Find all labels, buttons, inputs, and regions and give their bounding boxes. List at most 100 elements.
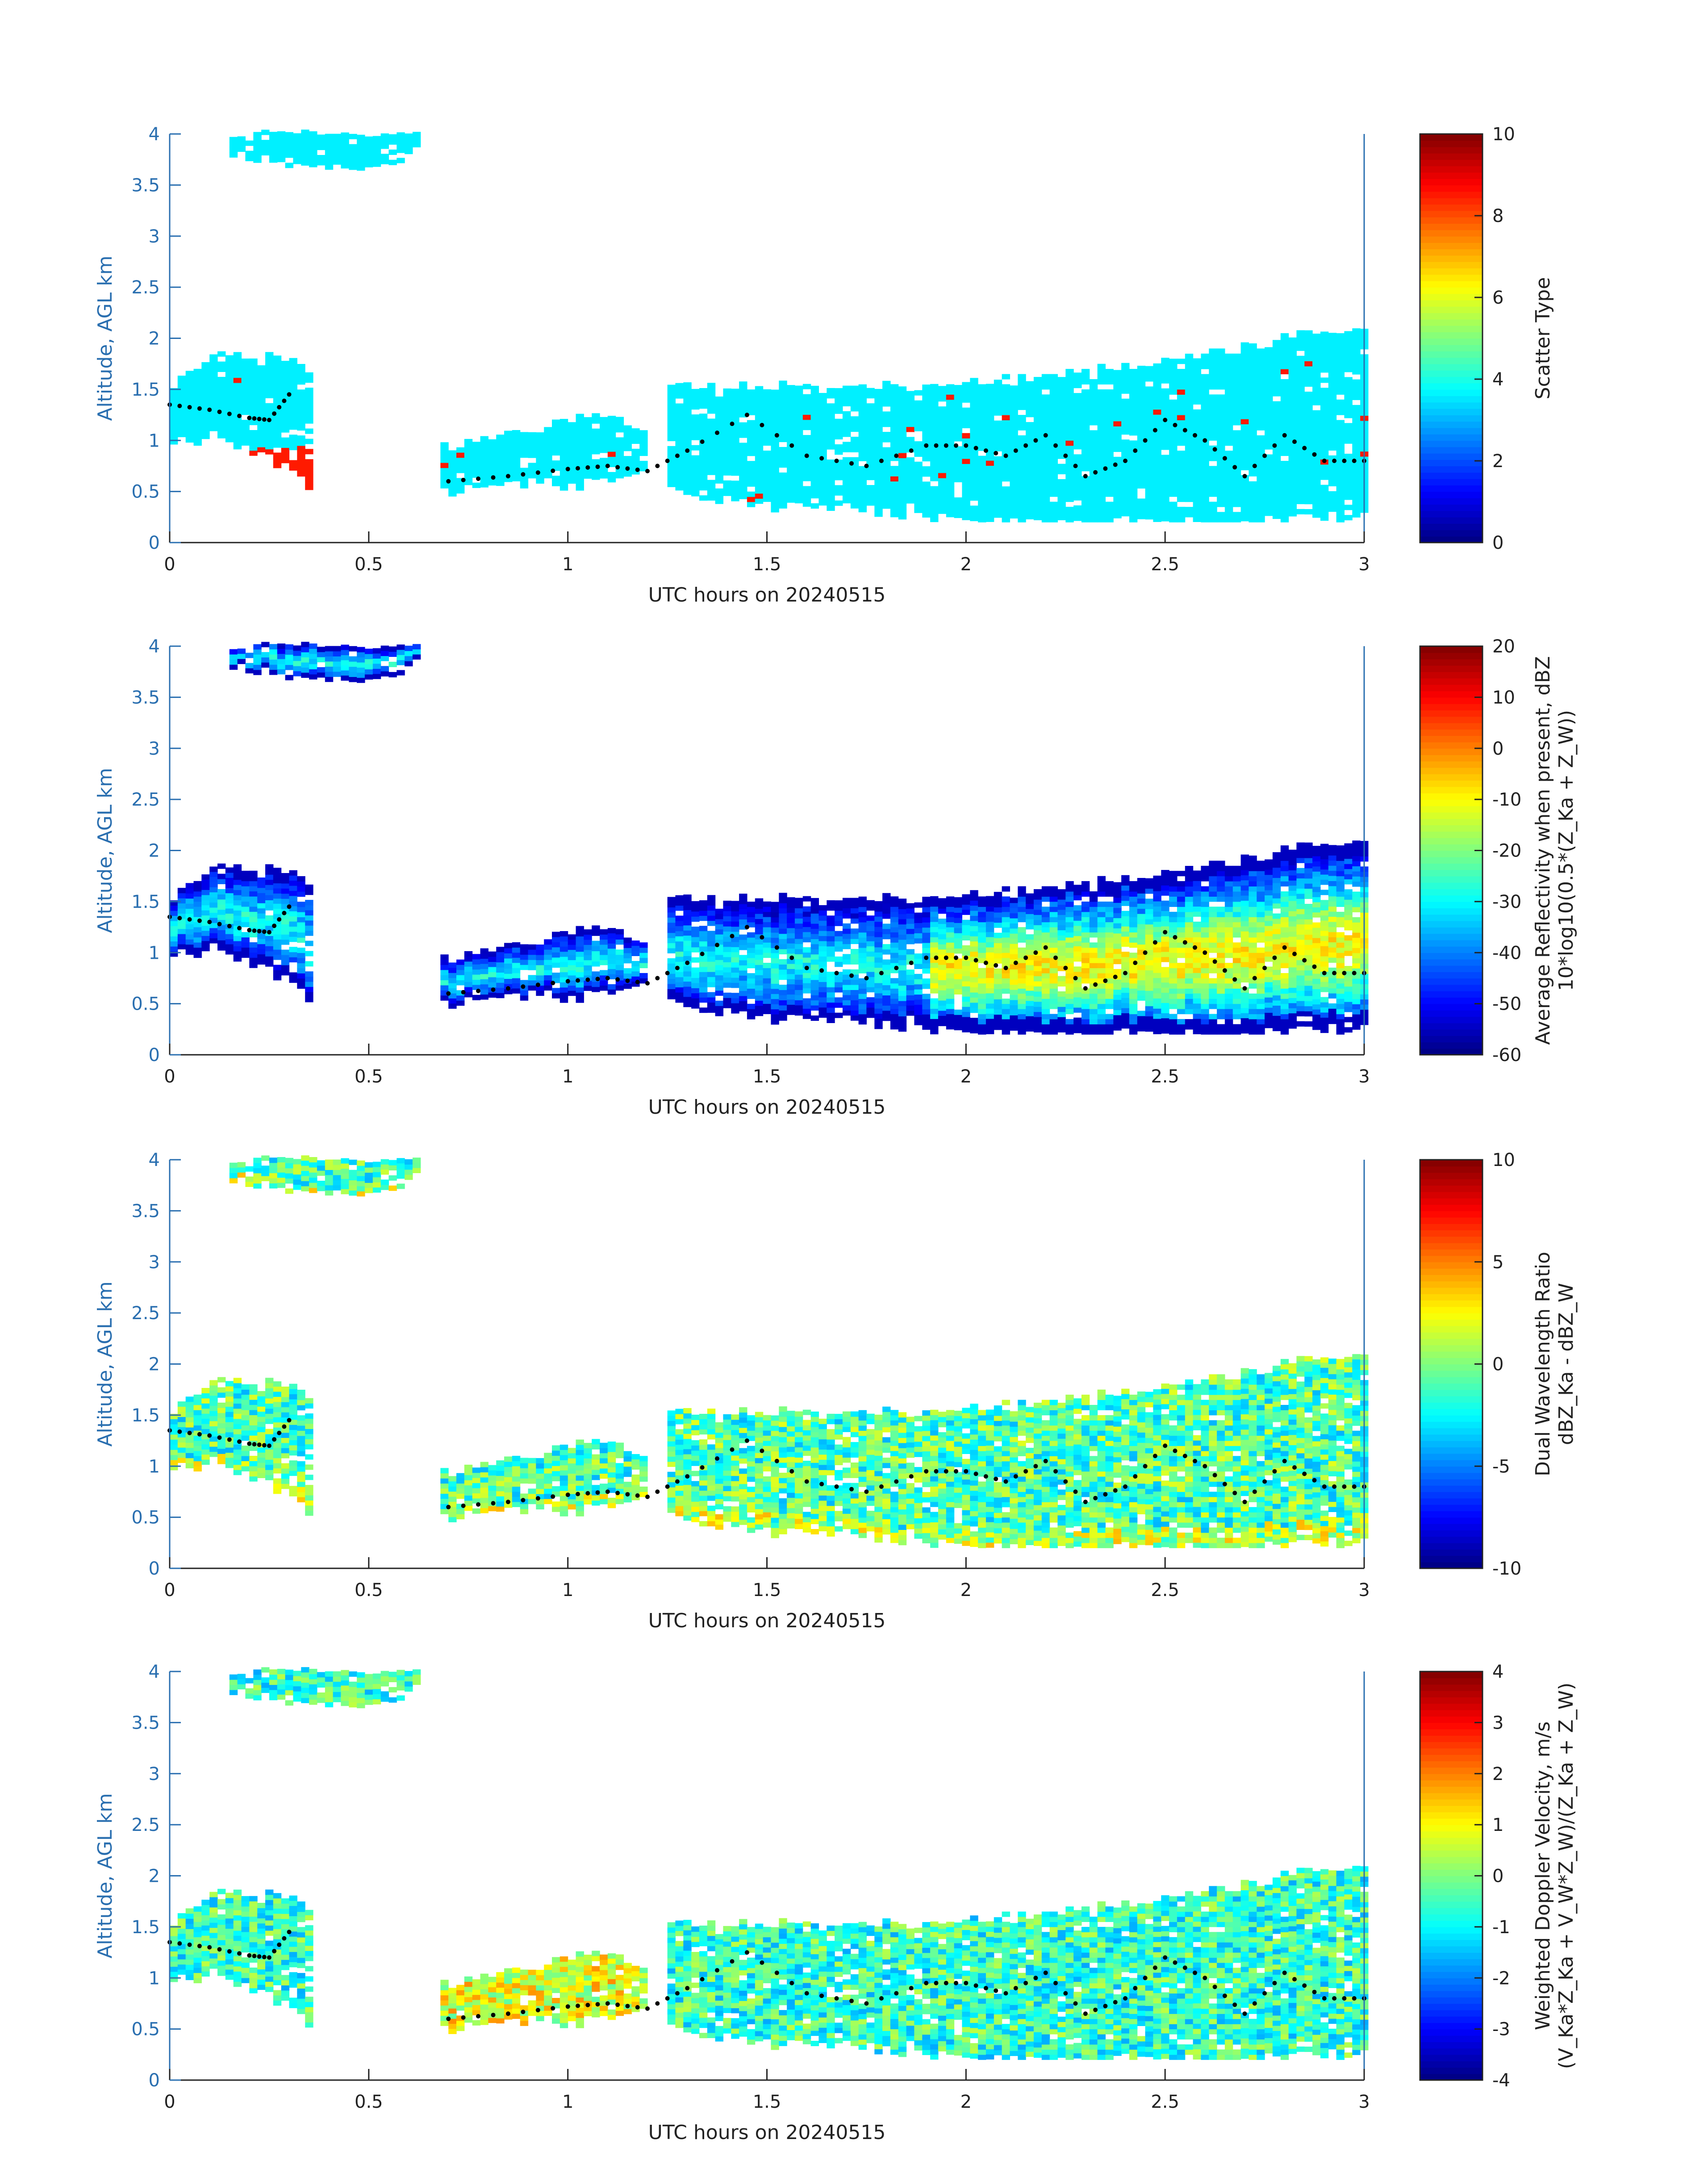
cloud-base-markers xyxy=(167,1418,1366,1509)
cloud-base-point xyxy=(849,461,854,466)
cloud-base-point xyxy=(744,413,749,418)
colorbar-tick-label: 4 xyxy=(1492,1662,1503,1682)
cloud-base-point xyxy=(1053,1469,1058,1474)
cloud-base-point xyxy=(247,928,252,932)
cloud-base-point xyxy=(247,1953,252,1958)
cloud-base-point xyxy=(1063,1991,1068,1996)
colorbar-tick-label: 8 xyxy=(1492,206,1503,226)
y-tick-label: 0.5 xyxy=(131,994,160,1015)
cloud-base-point xyxy=(461,990,466,994)
cloud-base-point xyxy=(1073,1489,1078,1494)
cloud-base-point xyxy=(1173,422,1178,427)
panel-dual-wavelength-ratio: 0 0.5 1 1.5 2 2.5 3 UTC hours on 20240515 0 0.5 1 1… xyxy=(94,1150,1578,1632)
cloud-base-point xyxy=(1163,930,1168,935)
colorbar-tick-label: -20 xyxy=(1492,841,1521,861)
cloud-base-point xyxy=(1193,433,1197,438)
cloud-base-point xyxy=(1272,443,1277,448)
cloud-base-point xyxy=(505,474,510,479)
cloud-base-point xyxy=(924,955,929,960)
cloud-base-point xyxy=(565,1492,570,1497)
cloud-base-point xyxy=(625,466,630,471)
cloud-base-point xyxy=(789,955,794,960)
cloud-base-point xyxy=(1292,1465,1297,1470)
cloud-base-point xyxy=(585,1491,590,1496)
x-tick-label: 1 xyxy=(562,554,573,575)
cloud-base-point xyxy=(774,945,779,950)
y-tick-label: 1.5 xyxy=(131,892,160,912)
cloud-base-point xyxy=(635,980,640,984)
x-tick-label: 0.5 xyxy=(355,1066,383,1087)
cloud-base-point xyxy=(1083,2011,1088,2016)
cloud-base-point xyxy=(595,1490,600,1495)
cloud-base-point xyxy=(267,418,271,422)
cloud-base-point xyxy=(909,961,914,965)
cloud-base-point xyxy=(1342,459,1347,463)
cloud-base-point xyxy=(197,406,202,411)
cloud-base-point xyxy=(1252,1489,1257,1494)
cloud-base-point xyxy=(924,1469,929,1474)
cloud-base-point xyxy=(615,1491,620,1496)
cloud-base-point xyxy=(1182,1454,1187,1458)
x-tick-label: 3 xyxy=(1358,1580,1370,1600)
cloud-base-point xyxy=(535,982,540,987)
cloud-base-point xyxy=(595,464,600,469)
cloud-base-point xyxy=(1153,428,1157,433)
cloud-base-point xyxy=(1342,971,1347,975)
cloud-base-point xyxy=(983,1474,988,1479)
y-tick-label: 1.5 xyxy=(131,1917,160,1938)
cloud-base-point xyxy=(924,1981,929,1985)
cloud-base-point xyxy=(1003,1991,1008,1996)
cloud-base-point xyxy=(715,430,719,435)
cloud-base-point xyxy=(715,1456,719,1461)
cloud-base-point xyxy=(1173,1960,1178,1965)
cloud-base-point xyxy=(1252,976,1257,981)
cloud-base-point xyxy=(1153,1965,1157,1970)
cloud-base-point xyxy=(864,1489,869,1494)
cloud-base-point xyxy=(1322,1484,1327,1489)
cloud-base-point xyxy=(760,935,764,940)
colorbar-tick-label: 0 xyxy=(1492,1354,1503,1375)
cloud-base-point xyxy=(909,1474,914,1479)
cloud-base-point xyxy=(521,984,526,989)
cloud-base-point xyxy=(1133,448,1138,453)
x-tick-label: 2.5 xyxy=(1151,1066,1179,1087)
y-axis-label: Altitude, AGL km xyxy=(94,1793,117,1958)
colorbar-tick-label: -60 xyxy=(1492,1045,1521,1066)
cloud-base-point xyxy=(272,923,277,928)
cloud-base-point xyxy=(1083,474,1088,479)
cloud-base-point xyxy=(894,1991,899,1996)
x-tick-label: 2 xyxy=(960,1580,972,1600)
cloud-base-point xyxy=(1232,465,1237,470)
x-tick-label: 1.5 xyxy=(753,2092,781,2112)
cloud-base-markers xyxy=(167,1930,1366,2021)
cloud-base-point xyxy=(655,1489,660,1494)
cloud-base-point xyxy=(1173,1448,1178,1453)
cloud-base-point xyxy=(207,1433,212,1438)
cloud-base-point xyxy=(267,1443,271,1448)
cloud-base-point xyxy=(1252,464,1257,468)
x-axis-label: UTC hours on 20240515 xyxy=(648,1096,886,1119)
cloud-base-point xyxy=(1193,1970,1197,1975)
cloud-base-point xyxy=(849,1998,854,2003)
cloud-base-point xyxy=(1103,978,1108,983)
cloud-base-point xyxy=(1242,2011,1247,2016)
cloud-base-point xyxy=(964,1469,969,1474)
cloud-base-point xyxy=(605,464,610,468)
cloud-base-point xyxy=(1302,958,1307,963)
cloud-base-point xyxy=(505,986,510,991)
cloud-base-point xyxy=(576,978,580,983)
y-tick-label: 1.5 xyxy=(131,380,160,400)
cloud-base-point xyxy=(237,1439,242,1444)
cloud-base-point xyxy=(282,1936,287,1941)
colorbar-tick-label: 2 xyxy=(1492,451,1503,472)
cloud-base-point xyxy=(282,398,287,403)
y-tick-label: 3 xyxy=(149,739,160,759)
cloud-base-point xyxy=(1322,1996,1327,2001)
cloud-base-point xyxy=(187,917,192,922)
cloud-base-point xyxy=(1182,940,1187,945)
cloud-base-point xyxy=(1143,1976,1148,1981)
cloud-base-point xyxy=(1352,971,1357,975)
cloud-base-point xyxy=(257,1954,262,1959)
cloud-base-point xyxy=(1073,2001,1078,2006)
cloud-base-point xyxy=(267,1955,271,1960)
